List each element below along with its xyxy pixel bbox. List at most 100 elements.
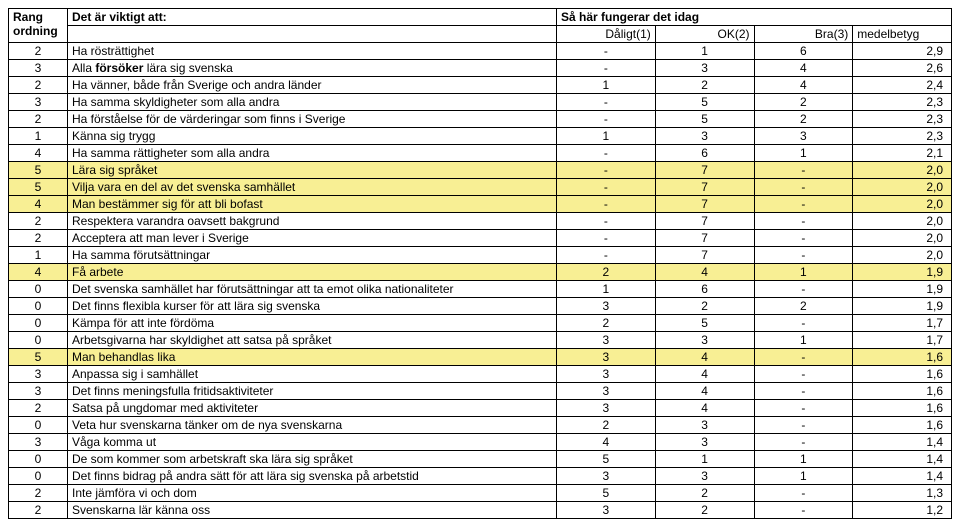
cell-medelbetyg: 1,6 <box>853 417 952 434</box>
cell-d1: 2 <box>557 264 656 281</box>
cell-desc: Ha vänner, både från Sverige och andra l… <box>68 77 557 94</box>
cell-medelbetyg: 2,0 <box>853 179 952 196</box>
cell-rang: 5 <box>9 162 68 179</box>
cell-d1: - <box>557 43 656 60</box>
cell-d3: 1 <box>754 264 853 281</box>
cell-d3: - <box>754 383 853 400</box>
cell-d2: 5 <box>655 315 754 332</box>
table-row: 0De som kommer som arbetskraft ska lära … <box>9 451 952 468</box>
cell-desc: Det finns meningsfulla fritidsaktivitete… <box>68 383 557 400</box>
table-row: 2Inte jämföra vi och dom52-1,3 <box>9 485 952 502</box>
hdr-scale-title: Så här fungerar det idag <box>557 9 952 26</box>
header-row-1: Rang ordning Det är viktigt att: Så här … <box>9 9 952 26</box>
cell-rang: 2 <box>9 111 68 128</box>
cell-rang: 3 <box>9 434 68 451</box>
table-row: 0Det finns bidrag på andra sätt för att … <box>9 468 952 485</box>
cell-desc: Få arbete <box>68 264 557 281</box>
cell-medelbetyg: 2,3 <box>853 111 952 128</box>
cell-d1: 3 <box>557 383 656 400</box>
cell-d3: - <box>754 400 853 417</box>
cell-rang: 1 <box>9 247 68 264</box>
cell-d2: 5 <box>655 94 754 111</box>
cell-rang: 5 <box>9 349 68 366</box>
cell-rang: 0 <box>9 417 68 434</box>
cell-d3: 1 <box>754 332 853 349</box>
cell-d1: 1 <box>557 281 656 298</box>
cell-rang: 0 <box>9 281 68 298</box>
cell-medelbetyg: 1,9 <box>853 264 952 281</box>
cell-desc: Det finns bidrag på andra sätt för att l… <box>68 468 557 485</box>
cell-d2: 2 <box>655 77 754 94</box>
cell-d2: 1 <box>655 451 754 468</box>
cell-d1: 2 <box>557 315 656 332</box>
cell-d3: - <box>754 485 853 502</box>
header-row-2: Dåligt(1) OK(2) Bra(3) medelbetyg <box>9 26 952 43</box>
cell-desc: Veta hur svenskarna tänker om de nya sve… <box>68 417 557 434</box>
hdr-rang-l2: ordning <box>13 24 58 38</box>
cell-rang: 2 <box>9 213 68 230</box>
cell-desc: Kämpa för att inte fördöma <box>68 315 557 332</box>
table-row: 0Arbetsgivarna har skyldighet att satsa … <box>9 332 952 349</box>
cell-d3: - <box>754 366 853 383</box>
cell-rang: 4 <box>9 145 68 162</box>
cell-desc: De som kommer som arbetskraft ska lära s… <box>68 451 557 468</box>
table-row: 3Våga komma ut43-1,4 <box>9 434 952 451</box>
cell-desc: Ha förståelse för de värderingar som fin… <box>68 111 557 128</box>
cell-medelbetyg: 2,0 <box>853 196 952 213</box>
cell-desc: Inte jämföra vi och dom <box>68 485 557 502</box>
cell-medelbetyg: 1,4 <box>853 451 952 468</box>
cell-d2: 4 <box>655 264 754 281</box>
cell-medelbetyg: 2,3 <box>853 94 952 111</box>
table-row: 1Känna sig trygg1332,3 <box>9 128 952 145</box>
cell-d2: 4 <box>655 366 754 383</box>
cell-d2: 3 <box>655 60 754 77</box>
cell-rang: 2 <box>9 400 68 417</box>
cell-d3: 2 <box>754 298 853 315</box>
cell-medelbetyg: 2,0 <box>853 162 952 179</box>
cell-rang: 0 <box>9 332 68 349</box>
hdr-d2: OK(2) <box>655 26 754 43</box>
cell-medelbetyg: 2,9 <box>853 43 952 60</box>
cell-d3: - <box>754 213 853 230</box>
cell-d1: 3 <box>557 366 656 383</box>
table-row: 4Ha samma rättigheter som alla andra-612… <box>9 145 952 162</box>
table-row: 2Acceptera att man lever i Sverige-7-2,0 <box>9 230 952 247</box>
cell-d1: 3 <box>557 502 656 519</box>
cell-d3: 1 <box>754 145 853 162</box>
cell-desc: Känna sig trygg <box>68 128 557 145</box>
cell-rang: 2 <box>9 230 68 247</box>
cell-d1: 4 <box>557 434 656 451</box>
cell-desc: Ha samma skyldigheter som alla andra <box>68 94 557 111</box>
cell-d1: 5 <box>557 485 656 502</box>
cell-d1: - <box>557 247 656 264</box>
cell-desc: Anpassa sig i samhället <box>68 366 557 383</box>
cell-d2: 3 <box>655 417 754 434</box>
cell-d1: - <box>557 179 656 196</box>
cell-d1: - <box>557 94 656 111</box>
cell-d2: 7 <box>655 230 754 247</box>
cell-medelbetyg: 1,4 <box>853 434 952 451</box>
cell-medelbetyg: 1,9 <box>853 281 952 298</box>
cell-d2: 6 <box>655 145 754 162</box>
table-row: 0Kämpa för att inte fördöma25-1,7 <box>9 315 952 332</box>
table-row: 2Respektera varandra oavsett bakgrund-7-… <box>9 213 952 230</box>
cell-rang: 0 <box>9 468 68 485</box>
table-row: 3Ha samma skyldigheter som alla andra-52… <box>9 94 952 111</box>
cell-desc: Svenskarna lär känna oss <box>68 502 557 519</box>
cell-desc: Respektera varandra oavsett bakgrund <box>68 213 557 230</box>
cell-desc: Lära sig språket <box>68 162 557 179</box>
cell-rang: 4 <box>9 264 68 281</box>
cell-d3: - <box>754 247 853 264</box>
cell-d2: 4 <box>655 400 754 417</box>
ranking-table: Rang ordning Det är viktigt att: Så här … <box>8 8 952 519</box>
cell-d1: 2 <box>557 417 656 434</box>
cell-d3: 1 <box>754 451 853 468</box>
cell-rang: 1 <box>9 128 68 145</box>
cell-medelbetyg: 1,6 <box>853 400 952 417</box>
hdr-d1: Dåligt(1) <box>557 26 656 43</box>
cell-d3: - <box>754 417 853 434</box>
cell-d2: 7 <box>655 247 754 264</box>
cell-d2: 4 <box>655 383 754 400</box>
hdr-desc-blank <box>68 26 557 43</box>
table-row: 0Det svenska samhället har förutsättning… <box>9 281 952 298</box>
